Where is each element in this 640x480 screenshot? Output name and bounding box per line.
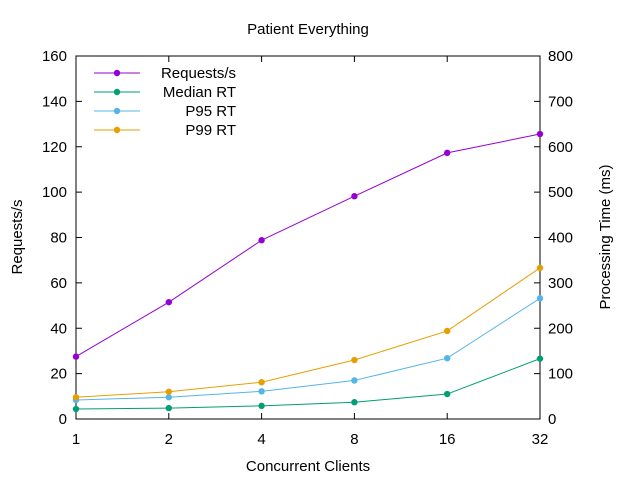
series-median-rt [72,355,544,413]
series-line-p95-rt [75,297,541,401]
y-tick-label: 120 [42,139,67,156]
y-tick-label: 40 [50,320,67,337]
legend: Requests/s Median RT P95 RT P99 RT [94,65,236,139]
y-tick-label: 160 [42,48,67,65]
series-line-requests-s [75,133,541,358]
series-line-p99-rt [75,267,541,398]
data-point-p99-rt [351,356,358,364]
legend-swatch-marker [113,126,121,134]
data-point-p99-rt [536,264,544,272]
data-point-median-rt [536,355,544,362]
y-tick-label: 80 [50,230,67,247]
x-tick-label: 8 [350,431,358,448]
data-point-p99-rt [258,379,265,386]
legend-label: Requests/s [161,65,236,82]
series-p99-rt [72,264,544,401]
legend-swatch-marker [113,107,121,115]
data-point-requests-s [165,298,172,306]
data-point-requests-s [351,193,358,200]
legend-swatch-marker [113,88,121,96]
x-tick-label: 2 [165,431,173,448]
y2-tick-label: 100 [548,366,573,383]
x-tick-label: 16 [439,431,456,448]
y-tick-label: 140 [42,93,67,110]
series-requests-s [72,130,544,360]
series-p95-rt [72,295,544,404]
x-tick-label: 4 [257,431,265,448]
x-tick-label: 1 [72,431,80,448]
data-point-p95-rt [536,295,544,302]
legend-item-p99-rt: P99 RT [94,122,236,139]
y2-axis-label: Processing Time (ms) [597,164,614,309]
data-point-requests-s [72,353,80,360]
y-axis-label: Requests/s [9,199,26,274]
data-point-p95-rt [258,388,265,395]
data-point-requests-s [444,149,451,157]
legend-label: P99 RT [185,122,236,139]
data-point-p99-rt [165,388,172,395]
data-point-p95-rt [165,394,172,401]
series-line-median-rt [75,358,541,410]
data-point-p95-rt [444,354,451,362]
data-point-p95-rt [351,377,358,384]
legend-swatch-marker [113,69,121,77]
series-layer [72,130,544,413]
chart-title: Patient Everything [247,21,369,38]
data-point-p99-rt [72,394,80,401]
data-point-median-rt [351,399,358,406]
y2-tick-label: 400 [548,230,573,247]
data-point-requests-s [536,130,544,138]
y2-tick-label: 700 [548,93,573,110]
legend-item-p95-rt: P95 RT [94,103,236,120]
legend-label: Median RT [163,84,236,101]
y2-tick-label: 0 [548,411,556,428]
y2-tick-label: 800 [548,48,573,65]
legend-item-median-rt: Median RT [94,84,236,101]
plot-frame [75,55,541,420]
y2-tick-label: 500 [548,184,573,201]
data-point-median-rt [72,405,80,413]
data-point-p99-rt [444,327,451,335]
data-point-requests-s [258,237,265,244]
y2-tick-label: 200 [548,320,573,337]
data-point-median-rt [165,404,172,412]
y2-tick-label: 600 [548,139,573,156]
y-tick-label: 100 [42,184,67,201]
data-point-median-rt [258,402,265,410]
y-tick-label: 20 [50,366,67,383]
ticks-layer: 1 2 4 8 16 32 0 20 40 60 80 100 120 140 160 0 100 200 300 4… [42,48,573,448]
y2-tick-label: 300 [548,275,573,292]
data-point-median-rt [444,390,451,398]
legend-item-requests-s: Requests/s [94,65,236,82]
y-tick-label: 60 [50,275,67,292]
legend-label: P95 RT [185,103,236,120]
x-axis-label: Concurrent Clients [246,458,370,475]
y-tick-label: 0 [59,411,67,428]
x-tick-label: 32 [532,431,549,448]
